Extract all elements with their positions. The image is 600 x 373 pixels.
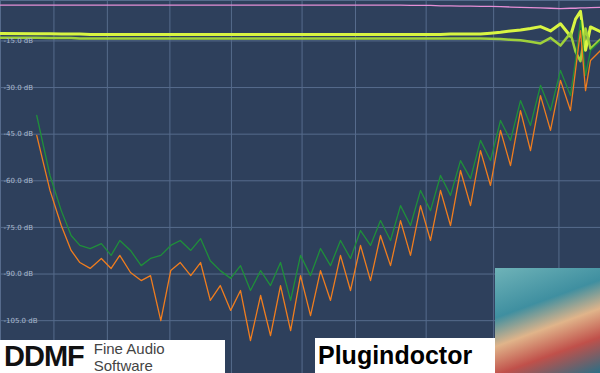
svg-text:-30.0 dB: -30.0 dB (4, 84, 34, 92)
svg-text:-90.0 dB: -90.0 dB (4, 270, 34, 278)
svg-text:-105.0 dB: -105.0 dB (4, 317, 38, 325)
svg-text:-45.0 dB: -45.0 dB (4, 130, 34, 138)
svg-text:-75.0 dB: -75.0 dB (4, 224, 34, 232)
svg-text:-15.0 dB: -15.0 dB (4, 37, 34, 45)
html-text:Plugindoctor: Plugindoctor (318, 341, 473, 369)
html-text:DDMF Fine Audio Software: DDMF Fine Audio Software (4, 339, 165, 373)
svg-text:-60.0 dB: -60.0 dB (4, 177, 34, 185)
